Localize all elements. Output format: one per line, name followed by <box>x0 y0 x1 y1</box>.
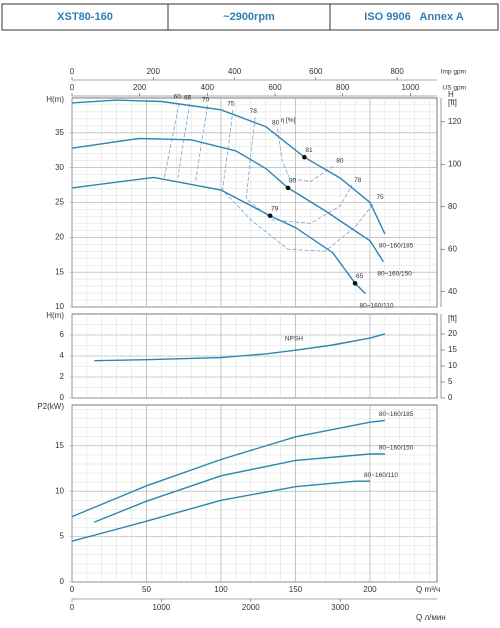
y-tick-label: 30 <box>55 163 64 172</box>
duty-point-label: 80 <box>289 178 297 185</box>
header-cell: ISO 9906 Annex A <box>364 11 464 23</box>
efficiency-curve <box>277 128 335 183</box>
y-tick-label: 15 <box>55 441 64 450</box>
y2-tick-label: 0 <box>448 393 453 402</box>
duty-point <box>352 281 358 286</box>
duty-point-label: 65 <box>356 273 364 280</box>
curve-label: 80~160/185 <box>379 243 414 250</box>
curve <box>71 419 385 518</box>
x-tick-label: 50 <box>142 585 151 594</box>
y-tick-label: 6 <box>60 330 65 339</box>
bottom-tick-label: 3000 <box>331 603 349 612</box>
curve <box>94 333 386 362</box>
y2-tick-label: 15 <box>448 345 457 354</box>
y-tick-label: 2 <box>60 372 65 381</box>
efficiency-label: 65 <box>184 94 192 101</box>
top-tick-label: 800 <box>390 67 404 76</box>
curve <box>94 453 385 523</box>
top-tick-label: 0 <box>70 83 75 92</box>
duty-point <box>302 154 307 160</box>
y2-tick-label: 80 <box>448 202 457 211</box>
y2-tick-label: 60 <box>448 244 457 253</box>
y-tick-label: 35 <box>55 128 64 137</box>
top-tick-label: 600 <box>309 67 323 76</box>
curve-label: 80~160/110 <box>364 472 398 479</box>
top-tick-label: 800 <box>336 83 350 92</box>
efficiency-label: 80 <box>336 157 344 164</box>
efficiency-label: 80 <box>272 119 280 126</box>
curve-label: 80~160/150 <box>379 445 414 452</box>
efficiency-label: 60 <box>174 94 182 101</box>
top-axis-title: Imp gpm <box>441 69 466 76</box>
y2-tick-label: 100 <box>448 159 462 168</box>
y-tick-label: 10 <box>55 302 64 311</box>
y-tick-label: 0 <box>60 577 65 586</box>
header-cell: ~2900rpm <box>223 11 275 23</box>
efficiency-label: 70 <box>202 96 210 103</box>
curve <box>71 176 366 295</box>
x-tick-label: 150 <box>289 585 303 594</box>
duty-point-label: 79 <box>271 205 279 212</box>
y-axis-title: P2(kW) <box>37 402 64 411</box>
x-tick-label: 200 <box>363 585 377 594</box>
x-tick-label: 0 <box>70 585 75 594</box>
duty-point-label: 81 <box>305 147 313 154</box>
curve <box>71 99 386 235</box>
top-tick-label: 0 <box>70 67 75 76</box>
efficiency-label: 78 <box>354 177 362 184</box>
top-axis-title: US gpm <box>443 85 466 92</box>
bottom-tick-label: 1000 <box>152 603 170 612</box>
y2-tick-label: 120 <box>448 117 462 126</box>
curve-label: 80~160/110 <box>359 302 393 309</box>
top-tick-label: 400 <box>228 67 242 76</box>
curve-label: 80~160/185 <box>379 411 414 418</box>
header-box <box>1 3 499 31</box>
efficiency-curve <box>222 109 375 252</box>
y-tick-label: 5 <box>60 532 65 541</box>
y2-tick-label: 10 <box>448 361 457 370</box>
y-tick-label: 10 <box>55 486 64 495</box>
y2-axis-title: H <box>448 90 454 99</box>
y2-tick-label: 40 <box>448 287 457 296</box>
bottom-tick-label: 0 <box>70 603 75 612</box>
y-tick-label: 4 <box>60 351 65 360</box>
curve <box>71 480 370 542</box>
y2-tick-label: 20 <box>448 329 457 338</box>
y2-axis-unit: [ft] <box>448 98 457 107</box>
x-tick-label: 100 <box>214 585 228 594</box>
y-tick-label: 0 <box>60 393 65 402</box>
top-tick-label: 1000 <box>401 83 419 92</box>
duty-point <box>267 213 273 219</box>
y-tick-label: 15 <box>55 267 64 276</box>
y-axis-title: H(m) <box>46 95 64 104</box>
efficiency-title: η [%] <box>281 117 296 124</box>
efficiency-label: 75 <box>376 194 384 201</box>
top-tick-label: 400 <box>201 83 215 92</box>
efficiency-label: 75 <box>227 101 235 108</box>
y2-axis-unit: [ft] <box>448 314 457 323</box>
curve-label: 80~160/150 <box>377 270 412 277</box>
x-axis-title: Q л/мин <box>416 613 446 622</box>
curve <box>71 137 384 263</box>
top-tick-label: 200 <box>147 67 161 76</box>
bottom-tick-label: 2000 <box>242 603 260 612</box>
efficiency-curve <box>245 117 353 224</box>
y-tick-label: 20 <box>55 232 64 241</box>
curve-label: NPSH <box>285 336 303 343</box>
y2-tick-label: 5 <box>448 377 453 386</box>
efficiency-label: 78 <box>250 108 258 115</box>
duty-point <box>285 185 291 191</box>
y-tick-label: 25 <box>55 198 64 207</box>
y-axis-title: H(m) <box>46 311 64 320</box>
x-axis-title: Q m³/ч <box>416 585 440 594</box>
top-tick-label: 600 <box>268 83 282 92</box>
top-tick-label: 200 <box>133 83 147 92</box>
header-cell: XST80-160 <box>57 11 113 23</box>
